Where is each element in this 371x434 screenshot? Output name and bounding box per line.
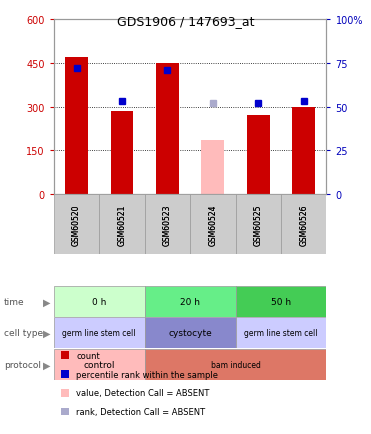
Text: count: count bbox=[76, 351, 100, 360]
Text: value, Detection Call = ABSENT: value, Detection Call = ABSENT bbox=[76, 388, 210, 397]
Bar bbox=[156, 64, 179, 194]
Text: GSM60526: GSM60526 bbox=[299, 204, 308, 245]
Text: germ line stem cell: germ line stem cell bbox=[62, 328, 136, 337]
Text: GSM60525: GSM60525 bbox=[254, 204, 263, 245]
Bar bbox=[281, 194, 326, 254]
Text: ▶: ▶ bbox=[43, 297, 50, 307]
Text: GSM60524: GSM60524 bbox=[209, 204, 217, 245]
Text: protocol: protocol bbox=[4, 360, 41, 369]
Text: GSM60521: GSM60521 bbox=[118, 204, 127, 245]
Bar bbox=[145, 317, 236, 348]
Bar bbox=[236, 317, 326, 348]
Text: rank, Detection Call = ABSENT: rank, Detection Call = ABSENT bbox=[76, 407, 206, 416]
Text: 0 h: 0 h bbox=[92, 297, 106, 306]
Bar bbox=[145, 194, 190, 254]
Text: GSM60521: GSM60521 bbox=[118, 204, 127, 245]
Text: cystocyte: cystocyte bbox=[168, 328, 212, 337]
Bar bbox=[190, 194, 236, 254]
Text: GSM60520: GSM60520 bbox=[72, 204, 81, 245]
Bar bbox=[99, 194, 145, 254]
Bar bbox=[111, 112, 133, 194]
Bar bbox=[54, 194, 99, 254]
Text: GDS1906 / 147693_at: GDS1906 / 147693_at bbox=[117, 15, 254, 28]
Text: GSM60520: GSM60520 bbox=[72, 204, 81, 245]
Bar bbox=[145, 286, 236, 317]
Bar bbox=[54, 286, 145, 317]
Text: cell type: cell type bbox=[4, 328, 43, 337]
Text: GSM60523: GSM60523 bbox=[163, 204, 172, 245]
Text: ▶: ▶ bbox=[43, 328, 50, 338]
Bar bbox=[247, 116, 270, 194]
Bar bbox=[201, 141, 224, 194]
Text: 50 h: 50 h bbox=[271, 297, 291, 306]
Bar bbox=[145, 349, 326, 380]
Text: percentile rank within the sample: percentile rank within the sample bbox=[76, 370, 219, 378]
Text: bam induced: bam induced bbox=[211, 360, 260, 369]
Text: time: time bbox=[4, 297, 24, 306]
Bar bbox=[236, 194, 281, 254]
Text: control: control bbox=[83, 360, 115, 369]
Text: GSM60526: GSM60526 bbox=[299, 204, 308, 245]
Bar bbox=[54, 317, 145, 348]
Text: ▶: ▶ bbox=[43, 360, 50, 370]
Bar bbox=[54, 349, 145, 380]
Bar bbox=[236, 286, 326, 317]
Text: GSM60524: GSM60524 bbox=[209, 204, 217, 245]
Bar bbox=[292, 107, 315, 194]
Bar bbox=[65, 58, 88, 194]
Text: germ line stem cell: germ line stem cell bbox=[244, 328, 318, 337]
Text: GSM60525: GSM60525 bbox=[254, 204, 263, 245]
Text: GSM60523: GSM60523 bbox=[163, 204, 172, 245]
Text: 20 h: 20 h bbox=[180, 297, 200, 306]
